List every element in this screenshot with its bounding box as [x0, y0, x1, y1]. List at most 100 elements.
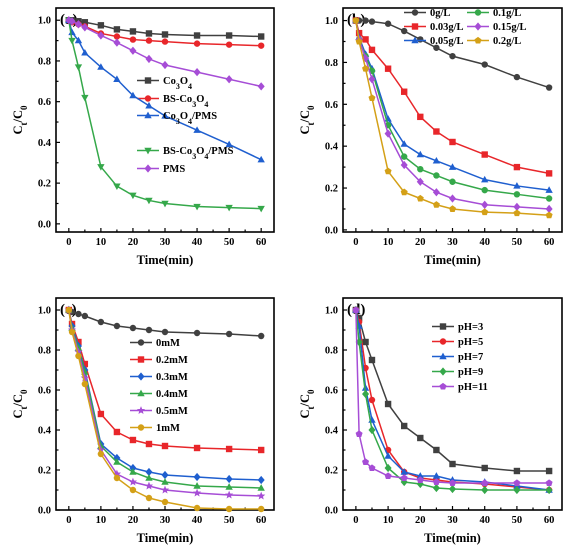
data-point: [128, 477, 138, 486]
x-axis-title: Time(min): [137, 253, 194, 267]
legend-entry: BS-Co3O4: [137, 94, 208, 109]
data-point: [113, 474, 121, 482]
data-point: [193, 203, 201, 211]
legend-marker: [137, 339, 145, 346]
data-point: [545, 479, 553, 486]
data-point: [65, 306, 73, 314]
legend-marker: [474, 36, 482, 44]
legend-label: 0.15g/L: [493, 22, 527, 33]
data-point: [81, 23, 89, 32]
x-axis-title: Time(min): [137, 531, 194, 545]
data-point: [513, 209, 521, 217]
data-point: [145, 467, 153, 477]
data-point: [74, 64, 83, 71]
data-point: [97, 318, 105, 326]
data-point: [513, 202, 521, 212]
data-point: [225, 445, 233, 453]
data-point: [225, 474, 233, 484]
data-point: [513, 163, 521, 171]
legend-marker: [411, 36, 419, 44]
legend-marker: [137, 372, 145, 381]
legend-entry: 0.1g/L: [467, 8, 521, 19]
data-point: [481, 200, 489, 209]
data-point: [97, 450, 105, 458]
data-point: [416, 472, 424, 479]
series-line: [355, 309, 550, 491]
legend-marker: [439, 352, 447, 360]
legend-label: 0.2mM: [156, 355, 188, 366]
x-tick-label: 0: [353, 515, 358, 526]
data-point: [145, 440, 153, 448]
legend-entry: 0.4mM: [130, 389, 188, 400]
data-point: [145, 30, 153, 37]
data-point: [362, 458, 370, 465]
legend-marker: [144, 164, 152, 173]
data-point: [161, 38, 169, 45]
data-point: [417, 36, 424, 43]
data-point: [225, 483, 233, 490]
data-point: [384, 463, 392, 473]
legend-label: 1mM: [156, 423, 180, 434]
y-tick-label: 0.6: [325, 100, 338, 111]
data-point: [368, 425, 376, 435]
data-point: [257, 33, 265, 40]
legend-label: Co3O4/PMS: [163, 111, 217, 126]
data-point: [449, 178, 456, 185]
x-tick-label: 30: [447, 237, 458, 248]
data-point: [225, 505, 233, 513]
data-point: [362, 389, 370, 399]
series-line: [355, 309, 550, 484]
data-point: [113, 33, 121, 40]
data-point: [113, 428, 121, 436]
data-point: [145, 326, 153, 334]
data-point: [481, 479, 489, 486]
data-point: [432, 472, 441, 479]
data-point: [513, 182, 521, 189]
data-point: [384, 400, 392, 408]
data-point: [257, 82, 265, 91]
data-point: [225, 330, 233, 338]
data-point: [384, 20, 392, 27]
data-point: [75, 310, 82, 318]
data-point: [481, 485, 489, 495]
data-point: [161, 200, 169, 208]
y-tick-label: 0.8: [38, 56, 51, 67]
data-point: [513, 191, 521, 198]
series-co3o4-pms: [65, 16, 265, 163]
y-tick-label: 1.0: [325, 16, 338, 27]
data-point: [355, 314, 363, 322]
series-pms: [65, 16, 265, 91]
data-point: [68, 28, 76, 36]
x-axis-title: Time(min): [424, 253, 481, 267]
data-point: [355, 37, 363, 45]
legend-label: 0.3mM: [156, 372, 188, 383]
data-point: [75, 352, 82, 360]
data-point: [368, 94, 376, 101]
legend-entry: 0mM: [130, 338, 180, 349]
series-line: [68, 309, 262, 510]
x-tick-label: 30: [160, 515, 171, 526]
x-tick-label: 50: [224, 237, 235, 248]
data-point: [400, 27, 408, 35]
x-tick-label: 40: [192, 237, 203, 248]
data-point: [129, 463, 137, 473]
data-point: [257, 42, 265, 49]
y-tick-label: 0.2: [38, 179, 51, 190]
x-tick-label: 10: [96, 515, 107, 526]
data-point: [513, 467, 521, 475]
legend-marker: [439, 338, 447, 345]
data-point: [225, 204, 233, 212]
data-point: [145, 197, 153, 205]
series-co3o4: [65, 17, 265, 40]
legend-marker: [144, 111, 152, 119]
y-tick-label: 1.0: [38, 306, 51, 317]
chart-panel-a: 0 10 20 30 40 50 60 0.0 0.2 0.4 0.6 0.8 1.0 Time(min)…: [11, 7, 275, 267]
legend-entry: Co3O4/PMS: [137, 111, 217, 126]
y-tick-label: 0.6: [38, 386, 51, 397]
data-point: [113, 75, 121, 82]
data-point: [545, 467, 553, 475]
legend-label: pH=3: [458, 322, 483, 333]
legend-marker: [439, 367, 447, 376]
data-point: [96, 445, 105, 454]
data-point: [481, 151, 488, 158]
